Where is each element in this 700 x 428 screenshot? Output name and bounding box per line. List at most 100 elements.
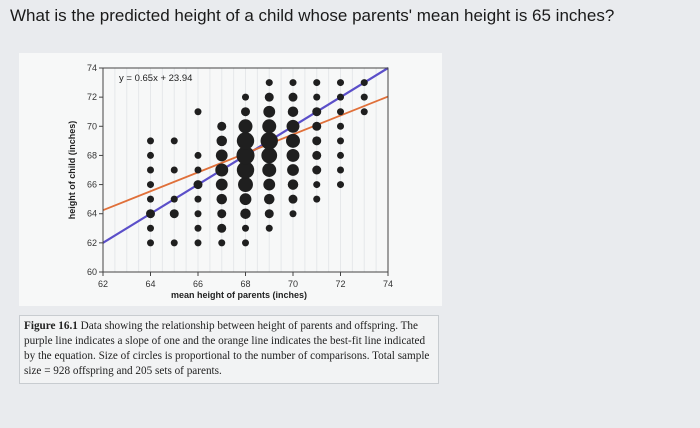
data-point xyxy=(265,79,273,87)
data-point xyxy=(263,178,276,191)
data-point xyxy=(287,106,299,117)
data-point xyxy=(194,224,202,232)
data-point xyxy=(242,239,249,247)
data-point xyxy=(194,108,202,116)
data-point xyxy=(215,149,228,162)
data-point xyxy=(264,92,274,102)
data-point xyxy=(216,193,228,205)
data-point xyxy=(312,107,322,117)
data-point xyxy=(170,195,178,203)
data-point xyxy=(238,119,253,134)
data-point xyxy=(147,195,154,203)
data-point xyxy=(215,163,229,177)
data-point xyxy=(236,146,255,165)
data-point xyxy=(286,133,300,148)
data-point xyxy=(337,108,344,116)
data-point xyxy=(238,177,253,193)
data-points xyxy=(146,79,368,247)
data-point xyxy=(194,239,202,247)
data-point xyxy=(337,137,344,145)
data-point xyxy=(147,166,154,174)
data-point xyxy=(337,79,344,87)
caption-text: Data showing the relationship between he… xyxy=(24,320,430,377)
data-point xyxy=(337,181,344,189)
data-point xyxy=(236,132,255,150)
data-point xyxy=(288,92,298,102)
x-tick-label: 74 xyxy=(383,279,393,289)
data-point xyxy=(147,137,154,145)
data-point xyxy=(218,239,226,247)
data-point xyxy=(260,132,278,150)
data-point xyxy=(289,210,297,218)
y-tick-label: 74 xyxy=(87,63,97,73)
data-point xyxy=(313,195,321,203)
x-tick-label: 66 xyxy=(193,279,203,289)
y-tick-label: 70 xyxy=(87,121,97,131)
data-point xyxy=(287,179,299,190)
data-point xyxy=(286,119,300,133)
data-point xyxy=(312,165,322,175)
data-point xyxy=(217,223,227,233)
x-tick-label: 62 xyxy=(98,279,108,289)
x-tick-label: 68 xyxy=(240,279,250,289)
data-point xyxy=(169,209,179,219)
y-tick-label: 62 xyxy=(87,238,97,248)
data-point xyxy=(312,136,322,146)
data-point xyxy=(194,166,202,174)
data-point xyxy=(215,178,228,191)
caption-label: Figure 16.1 xyxy=(24,320,78,332)
data-point xyxy=(147,151,154,159)
data-point xyxy=(261,147,278,164)
y-tick-label: 68 xyxy=(87,150,97,160)
data-point xyxy=(170,239,178,247)
y-tick-label: 60 xyxy=(87,267,97,277)
data-point xyxy=(313,79,321,87)
y-axis-label: height of child (inches) xyxy=(67,121,77,220)
y-tick-label: 72 xyxy=(87,92,97,102)
x-axis-label: mean height of parents (inches) xyxy=(171,290,307,300)
data-point xyxy=(263,193,275,205)
data-point xyxy=(262,119,277,134)
data-point xyxy=(217,209,227,219)
data-point xyxy=(170,166,178,174)
figure-caption: Figure 16.1 Data showing the relationshi… xyxy=(19,315,439,384)
x-tick-label: 64 xyxy=(145,279,155,289)
data-point xyxy=(263,105,276,118)
data-point xyxy=(313,181,321,189)
data-point xyxy=(312,121,322,131)
data-point xyxy=(313,93,321,101)
y-tick-label: 66 xyxy=(87,180,97,190)
data-point xyxy=(360,93,368,101)
data-point xyxy=(360,79,368,87)
data-point xyxy=(262,163,277,177)
data-point xyxy=(194,151,202,159)
data-point xyxy=(217,121,227,131)
data-point xyxy=(236,161,255,179)
equation-label: y = 0.65x + 23.94 xyxy=(119,73,192,84)
data-point xyxy=(147,181,154,189)
data-point xyxy=(239,193,252,206)
data-point xyxy=(194,195,202,203)
data-point xyxy=(216,135,228,147)
x-tick-label: 72 xyxy=(335,279,345,289)
data-point xyxy=(264,209,274,219)
data-point xyxy=(146,209,155,219)
data-point xyxy=(312,150,322,160)
data-point xyxy=(287,164,299,176)
data-point xyxy=(194,210,202,218)
data-point xyxy=(242,224,249,232)
data-point xyxy=(170,137,178,145)
data-point xyxy=(360,108,368,116)
y-tick-label: 64 xyxy=(87,209,97,219)
question-text: What is the predicted height of a child … xyxy=(10,6,615,25)
data-point xyxy=(147,224,154,232)
data-point xyxy=(240,208,251,219)
data-point xyxy=(337,166,344,174)
data-point xyxy=(337,93,344,101)
data-point xyxy=(193,180,203,190)
data-point xyxy=(286,148,300,162)
data-point xyxy=(337,151,344,159)
figure-image: 62 64 66 68 70 72 74 60 62 64 66 68 70 72 74 y = 0.65x… xyxy=(19,53,442,306)
